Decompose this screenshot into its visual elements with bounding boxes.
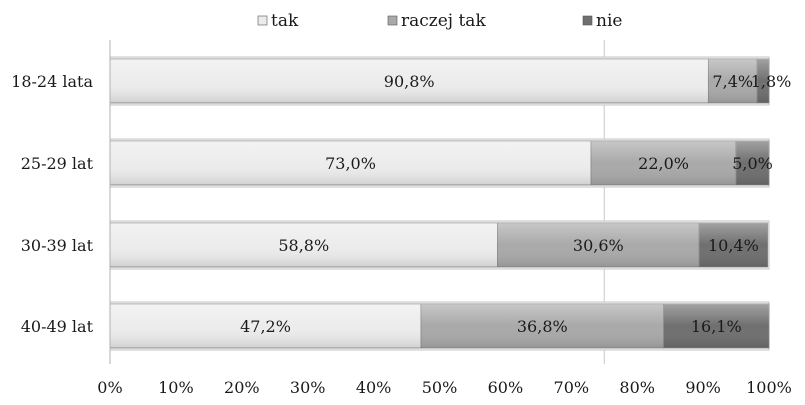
data-label: 22,0%	[638, 154, 689, 173]
bar-shade	[736, 141, 769, 185]
bar-shade	[110, 223, 498, 267]
category-label: 18-24 lata	[11, 72, 93, 91]
legend-item-0: tak	[257, 11, 299, 31]
legend-label: tak	[271, 11, 299, 31]
data-label: 73,0%	[325, 154, 376, 173]
bar-shade	[757, 59, 769, 103]
legend-item-1: raczej tak	[387, 11, 486, 31]
x-tick-label: 20%	[224, 378, 260, 397]
x-tick-label: 90%	[685, 378, 721, 397]
data-label: 5,0%	[732, 154, 773, 173]
data-label: 47,2%	[240, 317, 291, 336]
data-label: 36,8%	[517, 317, 568, 336]
x-tick-label: 80%	[619, 378, 655, 397]
data-label: 1,8%	[751, 72, 792, 91]
bar-shade	[110, 141, 592, 185]
bar-row-2: 58,8% 30,6% 10,4%	[109, 220, 770, 270]
data-label: 30,6%	[573, 236, 624, 255]
x-tick-label: 60%	[488, 378, 524, 397]
bar-shade	[110, 59, 709, 103]
category-labels: 18-24 lata 25-29 lat 30-39 lat 40-49 lat	[11, 72, 93, 336]
x-tick-label: 50%	[422, 378, 458, 397]
legend-swatch	[257, 15, 268, 26]
data-label: 90,8%	[384, 72, 435, 91]
category-label: 25-29 lat	[21, 154, 94, 173]
x-tick-label: 70%	[554, 378, 590, 397]
x-tick-label: 10%	[158, 378, 194, 397]
bar-shade	[497, 223, 700, 267]
bar-shade	[708, 59, 758, 103]
data-label: 16,1%	[691, 317, 742, 336]
bar-shade	[591, 141, 737, 185]
bar-row-1: 73,0% 22,0% 5,0%	[109, 138, 773, 188]
data-label: 7,4%	[712, 72, 753, 91]
legend-item-2: nie	[582, 11, 622, 31]
bar-shade	[663, 304, 769, 348]
x-tick-label: 0%	[97, 378, 122, 397]
legend-swatch	[387, 15, 398, 26]
legend: tak raczej tak nie	[257, 11, 622, 31]
bar-shade	[699, 223, 768, 267]
x-axis-ticks: 0% 10% 20% 30% 40% 50% 60% 70% 80% 90% 100%	[97, 378, 792, 397]
x-tick-label: 40%	[356, 378, 392, 397]
bars: 90,8% 7,4%1,8% 73,0% 22,0% 5,0% 58,8% 30,6% 10,…	[109, 56, 792, 351]
category-label: 30-39 lat	[21, 236, 94, 255]
category-label: 40-49 lat	[21, 317, 94, 336]
bar-row-0: 90,8% 7,4%1,8%	[109, 56, 792, 106]
bar-shade	[110, 304, 422, 348]
bar-shade	[421, 304, 664, 348]
data-label: 58,8%	[278, 236, 329, 255]
legend-swatch	[582, 15, 593, 26]
legend-label: nie	[596, 11, 622, 31]
legend-label: raczej tak	[401, 11, 486, 31]
x-tick-label: 30%	[290, 378, 326, 397]
bar-row-3: 47,2% 36,8% 16,1%	[109, 301, 770, 351]
data-label: 10,4%	[708, 236, 759, 255]
x-tick-label: 100%	[746, 378, 792, 397]
